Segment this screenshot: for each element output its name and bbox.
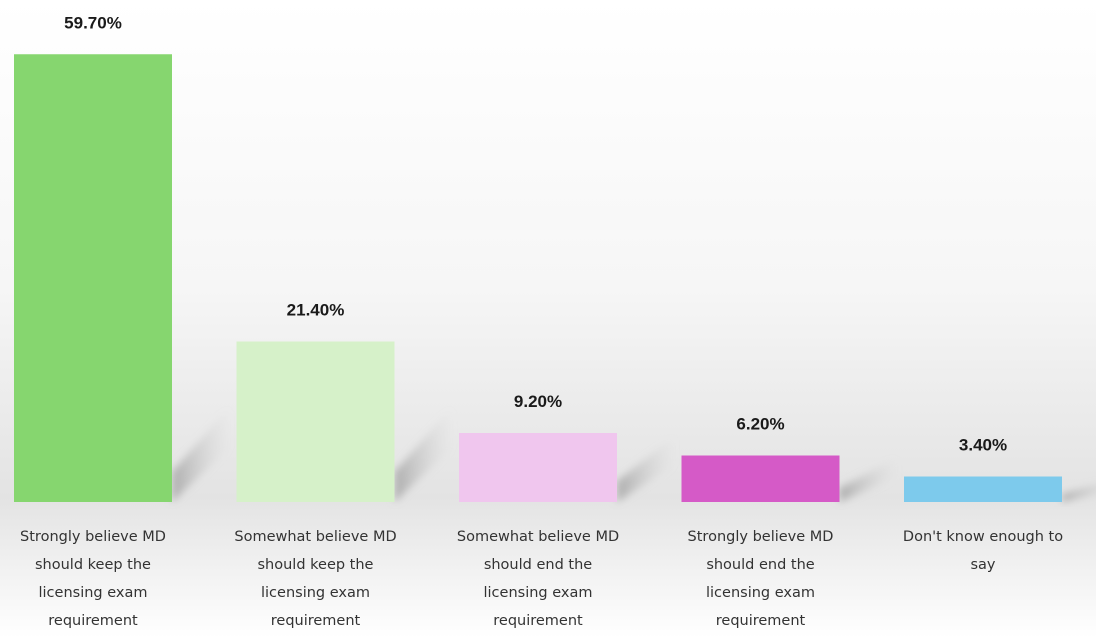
- bar: [236, 341, 395, 502]
- bar-shadows: [172, 407, 1096, 502]
- category-labels: Strongly believe MD should keep the licens…: [20, 529, 1063, 629]
- bar-shadow: [172, 407, 230, 502]
- bar: [681, 455, 840, 502]
- bar-shadow: [394, 407, 453, 502]
- data-label: 59.70%: [64, 13, 122, 32]
- bar-shadow: [839, 457, 898, 502]
- category-label: Somewhat believe MD should keep the licens…: [234, 529, 396, 629]
- data-labels: 59.70% 21.40% 9.20% 6.20% 3.40%: [64, 13, 1007, 454]
- bar: [904, 476, 1062, 502]
- bar-shadow: [1062, 484, 1096, 502]
- bar-shadow: [617, 436, 675, 502]
- data-label: 6.20%: [736, 415, 784, 434]
- category-label: Strongly believe MD should end the licensi…: [688, 529, 834, 629]
- bar: [14, 54, 172, 502]
- data-label: 9.20%: [514, 392, 562, 411]
- category-label: Don't know enough to say: [903, 529, 1063, 573]
- bars: [14, 54, 1062, 502]
- category-label: Strongly believe MD should keep the licens…: [20, 529, 166, 629]
- category-label: Somewhat believe MD should end the licensi…: [457, 529, 619, 629]
- data-label: 3.40%: [959, 436, 1007, 455]
- data-label: 21.40%: [287, 301, 345, 320]
- bar: [459, 433, 617, 502]
